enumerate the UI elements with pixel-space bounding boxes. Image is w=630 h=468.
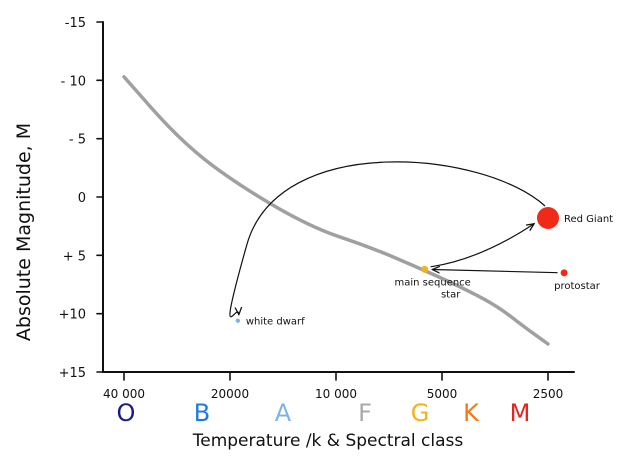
main-sequence-star-label: main sequence star [394, 277, 470, 300]
x-ticks: 40 000 20000 10 000 5000 2500 [103, 371, 564, 401]
x-tick-label: 5000 [427, 387, 458, 401]
spectral-class-k: K [463, 399, 480, 427]
y-tick-label: + 5 [63, 249, 86, 264]
red-giant-label: Red Giant [564, 214, 613, 225]
x-tick-label: 10 000 [315, 387, 357, 401]
spectral-class-m: M [510, 399, 531, 427]
x-axis-title: Temperature /k & Spectral class [192, 431, 464, 451]
arrow-main-sequence-star-to-red-giant [430, 224, 534, 268]
y-axis-title: Absolute Magnitude, M [13, 123, 35, 341]
protostar-point [560, 269, 568, 277]
white-dwarf-label: white dwarf [246, 317, 305, 328]
y-tick-label: 0 [78, 191, 86, 206]
arrow-red-giant-to-white-dwarf [229, 161, 546, 318]
red-giant-point [537, 207, 559, 229]
y-tick-label: - 5 [69, 133, 86, 148]
main-sequence-layer [122, 75, 550, 346]
white-dwarf-point [235, 318, 241, 323]
x-tick-label: 20000 [211, 387, 249, 401]
stars-layer: Red Giant main sequence star protostar white… [235, 207, 613, 328]
spectral-class-g: G [411, 399, 430, 427]
y-tick-label: +10 [59, 308, 86, 323]
evolution-arrows [229, 161, 558, 318]
main-sequence-curve [122, 75, 550, 346]
y-tick-label: -15 [65, 16, 86, 31]
spectral-class-b: B [194, 399, 210, 427]
y-tick-label: - 10 [61, 74, 86, 89]
arrow-protostar-to-main-sequence-star [432, 270, 558, 273]
y-tick-label: +15 [59, 366, 86, 381]
spectral-class-f: F [358, 399, 372, 427]
x-tick-label: 40 000 [103, 387, 145, 401]
spectral-class-a: A [275, 399, 292, 427]
main-sequence-star-point [421, 265, 429, 273]
y-ticks: -15 - 10 - 5 0 + 5 +10 +15 [59, 16, 104, 381]
x-tick-label: 2500 [533, 387, 564, 401]
protostar-label: protostar [554, 281, 601, 292]
spectral-class-o: O [117, 399, 136, 427]
